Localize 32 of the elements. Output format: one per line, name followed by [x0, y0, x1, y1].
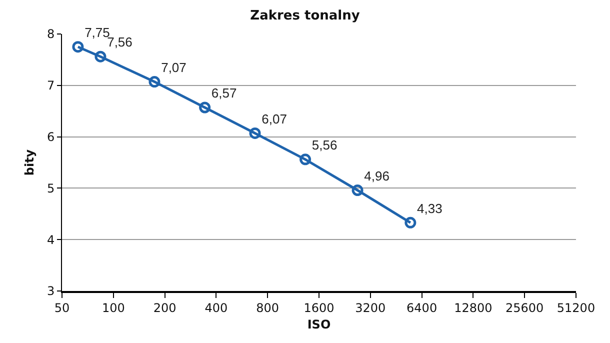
- x-tick-label: 25600: [506, 301, 544, 316]
- data-label: 7,75: [84, 24, 110, 40]
- y-tick-label: 5: [46, 181, 55, 196]
- point: [300, 154, 312, 166]
- x-tick-label: 51200: [556, 301, 596, 316]
- data-label: 6,57: [211, 86, 237, 101]
- x-tick-label: 1600: [304, 301, 334, 316]
- data-label: 4,96: [364, 168, 390, 184]
- chart-title: Zakres tonalny: [250, 8, 360, 24]
- x-tick-label: 200: [153, 301, 176, 316]
- data-label: 4,33: [417, 200, 442, 216]
- y-tick-label: 6: [46, 130, 55, 144]
- data-label: 5,56: [312, 138, 338, 153]
- y-tick-label: 7: [46, 78, 55, 93]
- y-tick-label: 3: [46, 284, 55, 298]
- x-tick-label: 3200: [355, 301, 386, 316]
- point: [148, 76, 160, 88]
- point: [199, 102, 211, 114]
- x-tick-label: 12800: [454, 301, 492, 316]
- point: [249, 127, 261, 139]
- x-axis-title: ISO: [307, 318, 331, 332]
- y-tick-label: 4: [46, 232, 55, 247]
- x-tick-label: 50: [54, 301, 70, 316]
- x-tick-label: 6400: [406, 301, 438, 316]
- x-tick-label: 400: [204, 301, 228, 316]
- x-tick-label: 800: [256, 301, 280, 316]
- y-axis-title: bity: [22, 149, 36, 176]
- y-tick-label: 8: [46, 27, 55, 42]
- data-label: 7,07: [161, 60, 186, 75]
- point: [352, 184, 364, 196]
- data-label: 6,07: [262, 111, 287, 126]
- x-tick-label: 100: [102, 301, 125, 316]
